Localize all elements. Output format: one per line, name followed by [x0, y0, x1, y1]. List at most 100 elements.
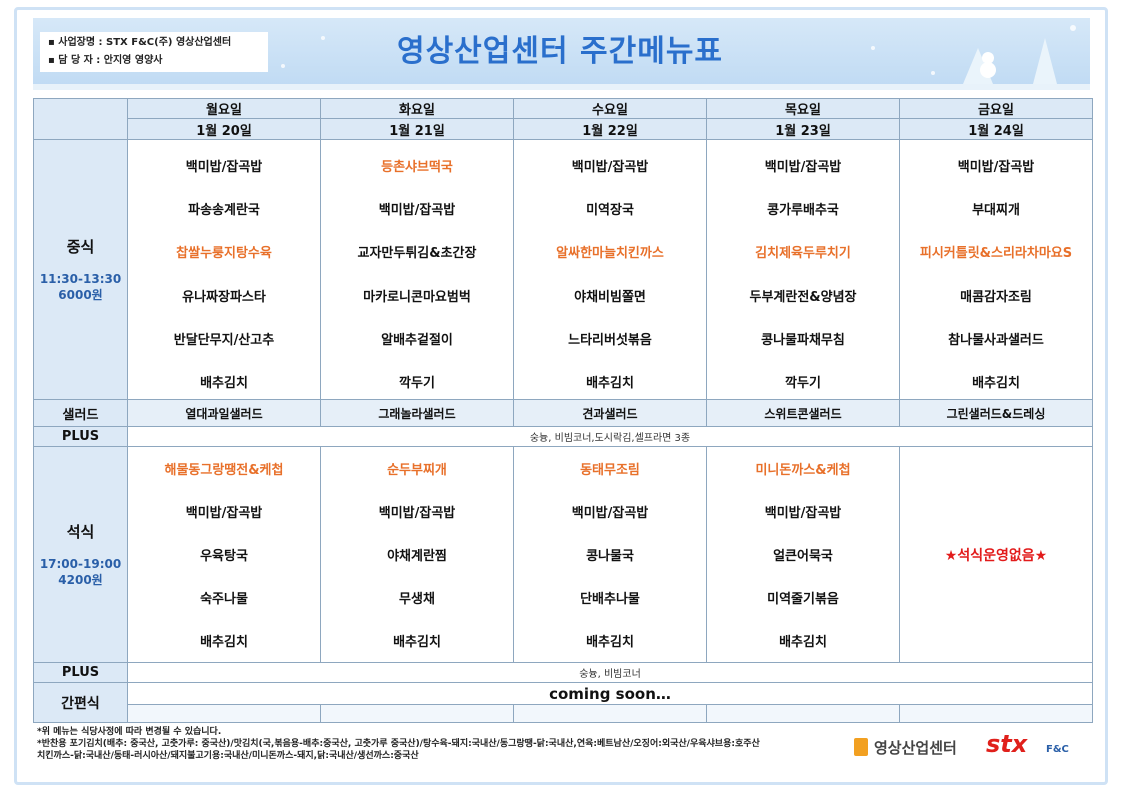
center-logo: 영상산업센터 [854, 737, 957, 758]
day-name: 월요일 [127, 98, 321, 119]
salad-item: 견과샐러드 [513, 399, 707, 427]
menu-item: 배추김치 [586, 635, 634, 650]
date-row: 1월 20일 1월 21일 1월 22일 1월 23일 1월 24일 [34, 118, 1093, 140]
menu-list: 백미밥/잡곡밥 콩가루배추국 김치제육두루치기 두부계란전&양념장 콩나물파채무침 깍두기 [708, 141, 899, 399]
simple-text: coming soon… [127, 682, 1093, 705]
menu-item: 피시커틀릿&스리라차마요S [919, 246, 1073, 262]
menu-item: 파송송계란국 [188, 203, 260, 219]
menu-item: 교자만두튀김&초간장 [357, 246, 477, 262]
footnote: *위 메뉴는 식당사정에 따라 변경될 수 있습니다. [37, 727, 222, 737]
day-date: 1월 23일 [706, 118, 900, 140]
menu-item: 두부계란전&양념장 [749, 289, 857, 305]
menu-item: 얼큰어묵국 [773, 549, 833, 564]
dinner-cell: 동태무조림 백미밥/잡곡밥 콩나물국 단배추나물 배추김치 [513, 446, 707, 663]
stx-logo: stx [986, 730, 1028, 758]
simple-row: 간편식 coming soon… [33, 682, 1093, 723]
menu-item: 백미밥/잡곡밥 [764, 160, 842, 176]
menu-list: 동태무조림 백미밥/잡곡밥 콩나물국 단배추나물 배추김치 [515, 448, 706, 662]
menu-item: 배추김치 [393, 635, 441, 650]
day-date: 1월 21일 [320, 118, 514, 140]
meal-name: 석식 [66, 523, 95, 541]
menu-item: 미니돈까스&케첩 [755, 463, 851, 478]
lunch-row: 중식 11:30-13:30 6000원 백미밥/잡곡밥 파송송계란국 찹쌀누룽지탕수육 유… [33, 139, 1093, 400]
menu-item: 깍두기 [785, 375, 821, 391]
menu-item: 알배추겉절이 [381, 332, 453, 348]
dinner-row: 석식 17:00-19:00 4200원 해물동그랑땡전&케첩 백미밥/잡곡밥 우육탕국 숙… [33, 446, 1093, 663]
info-bullet: ▪ 담 당 자 : 안지영 영양사 [48, 55, 163, 66]
menu-item: 유나짜장파스타 [182, 289, 266, 305]
salad-item: 열대과일샐러드 [127, 399, 321, 427]
menu-item: 마카로니콘마요범벅 [363, 289, 471, 305]
plus-text: 숭늉, 비빔코너 [127, 662, 1093, 683]
menu-item: 해물동그랑땡전&케첩 [164, 463, 284, 478]
menu-list: 해물동그랑땡전&케첩 백미밥/잡곡밥 우육탕국 숙주나물 배추김치 [129, 448, 320, 662]
empty-cell [706, 704, 900, 723]
menu-item: 반달단무지/산고추 [173, 332, 275, 348]
menu-item: 부대찌개 [972, 203, 1020, 219]
dinner-cell: 순두부찌개 백미밥/잡곡밥 야채계란찜 무생채 배추김치 [320, 446, 514, 663]
menu-item: 야채계란찜 [387, 549, 447, 564]
empty-cell [127, 704, 321, 723]
dinner-cell: 해물동그랑땡전&케첩 백미밥/잡곡밥 우육탕국 숙주나물 배추김치 [127, 446, 321, 663]
menu-item: 콩나물파채무침 [761, 332, 845, 348]
menu-item: 미역줄기볶음 [767, 592, 839, 607]
salad-row: 샐러드 열대과일샐러드 그래놀라샐러드 견과샐러드 스위트콘샐러드 그린샐러드&드레싱 [33, 399, 1093, 427]
dinner-label: 석식 17:00-19:00 4200원 [33, 446, 128, 663]
menu-item: 배추김치 [200, 635, 248, 650]
menu-item: 매콤감자조림 [960, 289, 1032, 305]
menu-item: 깍두기 [399, 375, 435, 391]
menu-item: 백미밥/잡곡밥 [571, 506, 649, 521]
menu-list: 등촌샤브떡국 백미밥/잡곡밥 교자만두튀김&초간장 마카로니콘마요범벅 알배추겉절이 깍두… [322, 141, 513, 399]
menu-item: 백미밥/잡곡밥 [378, 506, 456, 521]
dinner-cell: 미니돈까스&케첩 백미밥/잡곡밥 얼큰어묵국 미역줄기볶음 배추김치 [706, 446, 900, 663]
menu-item: 배추김치 [586, 375, 634, 391]
menu-item: 콩나물국 [586, 549, 634, 564]
menu-item: 찹쌀누룽지탕수육 [176, 246, 272, 262]
decoration [33, 25, 1090, 90]
plus-label: PLUS [33, 426, 128, 447]
plus-text: 숭늉, 비빔코너,도시락김,셀프라면 3종 [127, 426, 1093, 447]
corner [33, 98, 128, 140]
meal-time: 11:30-13:30 [39, 272, 122, 286]
menu-item: 무생채 [399, 592, 435, 607]
dinner-cell: ★석식운영없음★ [899, 446, 1093, 663]
menu-item: 배추김치 [200, 375, 248, 391]
footnote: *반찬용 포기김치(배추: 중국산, 고춧가루: 중국산)/맛김치(국,볶음용-… [37, 739, 760, 749]
menu-item: 백미밥/잡곡밥 [957, 160, 1035, 176]
menu-item: 배추김치 [779, 635, 827, 650]
menu-item: 백미밥/잡곡밥 [185, 160, 263, 176]
dinner-notice: ★석식운영없음★ [944, 547, 1048, 564]
empty-cell [513, 704, 707, 723]
menu-item: 참나물사과샐러드 [948, 332, 1044, 348]
lunch-label: 중식 11:30-13:30 6000원 [33, 139, 128, 400]
simple-row-empty [34, 704, 1093, 723]
menu-table: 월요일 화요일 수요일 목요일 금요일 1월 20일 1월 21일 1월 22일 1월 23일 1… [33, 98, 1093, 723]
menu-item: 야채비빔쫄면 [574, 289, 646, 305]
meal-price: 6000원 [58, 288, 103, 302]
menu-item: 우육탕국 [200, 549, 248, 564]
meal-name: 중식 [66, 238, 95, 256]
menu-item: 백미밥/잡곡밥 [378, 203, 456, 219]
menu-item: 단배추나물 [580, 592, 640, 607]
day-name: 목요일 [706, 98, 900, 119]
day-row: 월요일 화요일 수요일 목요일 금요일 [33, 98, 1093, 140]
plus-label: PLUS [33, 662, 128, 683]
menu-item: 김치제육두루치기 [755, 246, 851, 262]
menu-list: 순두부찌개 백미밥/잡곡밥 야채계란찜 무생채 배추김치 [322, 448, 513, 662]
lunch-cell: 등촌샤브떡국 백미밥/잡곡밥 교자만두튀김&초간장 마카로니콘마요범벅 알배추겉절이 깍두… [320, 139, 514, 400]
meal-time: 17:00-19:00 [39, 557, 122, 571]
empty-cell [899, 704, 1093, 723]
salad-item: 그래놀라샐러드 [320, 399, 514, 427]
menu-item: 숙주나물 [200, 592, 248, 607]
footnote: 치킨까스-닭:국내산/동태-러시아산/돼지불고기용:국내산/미니돈까스-돼지,닭… [37, 751, 419, 761]
menu-list: 백미밥/잡곡밥 미역장국 알싸한마늘치킨까스 야채비빔쫄면 느타리버섯볶음 배추김치 [515, 141, 706, 399]
empty-cell [320, 704, 514, 723]
menu-list: 미니돈까스&케첩 백미밥/잡곡밥 얼큰어묵국 미역줄기볶음 배추김치 [708, 448, 899, 662]
menu-item: 배추김치 [972, 375, 1020, 391]
menu-item: 느타리버섯볶음 [568, 332, 652, 348]
